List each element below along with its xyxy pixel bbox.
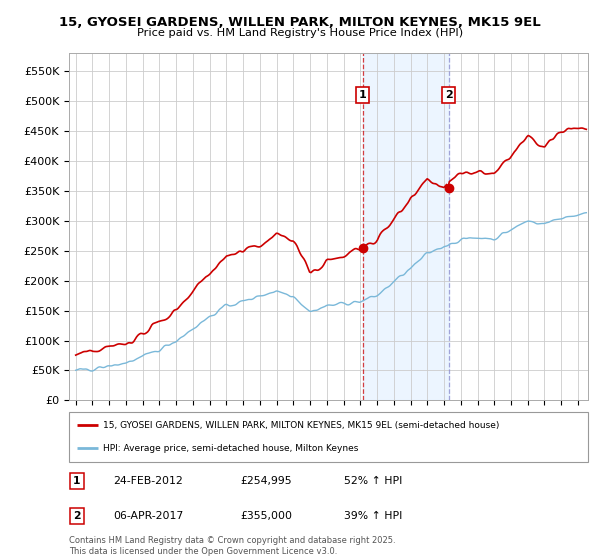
- Bar: [362, 53, 449, 400]
- Text: 24-FEB-2012: 24-FEB-2012: [113, 476, 183, 486]
- Text: HPI: Average price, semi-detached house, Milton Keynes: HPI: Average price, semi-detached house,…: [103, 444, 358, 453]
- Text: 06-APR-2017: 06-APR-2017: [113, 511, 184, 521]
- Text: £254,995: £254,995: [240, 476, 292, 486]
- Text: 39% ↑ HPI: 39% ↑ HPI: [344, 511, 403, 521]
- Text: 2: 2: [73, 511, 80, 521]
- Text: 15, GYOSEI GARDENS, WILLEN PARK, MILTON KEYNES, MK15 9EL: 15, GYOSEI GARDENS, WILLEN PARK, MILTON …: [59, 16, 541, 29]
- Text: 2: 2: [445, 90, 452, 100]
- FancyBboxPatch shape: [69, 412, 588, 462]
- Text: Contains HM Land Registry data © Crown copyright and database right 2025.
This d: Contains HM Land Registry data © Crown c…: [69, 536, 395, 556]
- Text: 1: 1: [359, 90, 367, 100]
- Text: £355,000: £355,000: [240, 511, 292, 521]
- Text: 1: 1: [73, 476, 80, 486]
- Text: 15, GYOSEI GARDENS, WILLEN PARK, MILTON KEYNES, MK15 9EL (semi-detached house): 15, GYOSEI GARDENS, WILLEN PARK, MILTON …: [103, 421, 499, 430]
- Text: Price paid vs. HM Land Registry's House Price Index (HPI): Price paid vs. HM Land Registry's House …: [137, 28, 463, 38]
- Text: 52% ↑ HPI: 52% ↑ HPI: [344, 476, 403, 486]
